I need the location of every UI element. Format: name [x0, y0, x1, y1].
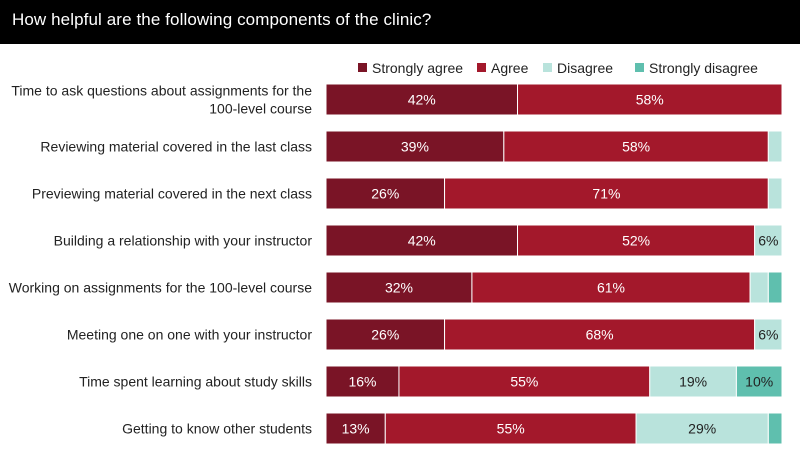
- category-label: 100-level course: [209, 101, 312, 117]
- bar-segment-strongly-agree: [325, 177, 446, 210]
- bar-segment-strongly-agree: [325, 83, 519, 116]
- legend-label-disagree: Disagree: [557, 60, 613, 76]
- category-label: Reviewing material covered in the last c…: [40, 139, 312, 155]
- legend-label-strongly-agree: Strongly agree: [372, 60, 463, 76]
- bar-segment-disagree: [649, 365, 737, 398]
- bar-segment-disagree: [754, 318, 783, 351]
- bar-segment-strongly-disagree: [767, 271, 783, 304]
- bar-segment-disagree: [749, 271, 769, 304]
- data-label: 32%: [385, 280, 413, 296]
- bar-segment-strongly-agree: [325, 412, 386, 445]
- legend-swatch-strongly-agree: [358, 63, 367, 72]
- category-label: Time to ask questions about assignments …: [11, 83, 312, 99]
- category-label: Meeting one on one with your instructor: [67, 327, 312, 343]
- bar-segment-agree: [517, 83, 783, 116]
- data-label: 6%: [758, 327, 778, 343]
- data-label: 13%: [342, 421, 370, 437]
- chart-title: How helpful are the following components…: [12, 10, 432, 29]
- data-label: 16%: [348, 374, 376, 390]
- legend-swatch-strongly-disagree: [635, 63, 644, 72]
- data-label: 39%: [401, 139, 429, 155]
- data-label: 71%: [592, 186, 620, 202]
- bar-segment-strongly-agree: [325, 271, 473, 304]
- data-label: 6%: [758, 233, 778, 249]
- data-label: 29%: [688, 421, 716, 437]
- data-label: 10%: [745, 374, 773, 390]
- legend-swatch-agree: [477, 63, 486, 72]
- bar-segment-disagree: [635, 412, 769, 445]
- data-label: 52%: [622, 233, 650, 249]
- data-label: 55%: [510, 374, 538, 390]
- legend-label-agree: Agree: [491, 60, 529, 76]
- bar-segment-disagree: [767, 130, 783, 163]
- category-label: Previewing material covered in the next …: [32, 186, 312, 202]
- category-label: Building a relationship with your instru…: [54, 233, 313, 249]
- category-label: Time spent learning about study skills: [79, 374, 312, 390]
- data-label: 42%: [408, 92, 436, 108]
- data-label: 68%: [586, 327, 614, 343]
- category-label: Working on assignments for the 100-level…: [9, 280, 312, 296]
- legend-label-strongly-disagree: Strongly disagree: [649, 60, 758, 76]
- data-label: 58%: [622, 139, 650, 155]
- bar-segment-agree: [444, 177, 769, 210]
- category-label: Getting to know other students: [122, 421, 312, 437]
- bar-segment-strongly-disagree: [735, 365, 783, 398]
- data-label: 19%: [679, 374, 707, 390]
- bar-segment-disagree: [767, 177, 783, 210]
- data-label: 26%: [371, 327, 399, 343]
- bar-segment-strongly-agree: [325, 318, 446, 351]
- bar-segment-agree: [384, 412, 637, 445]
- bar-segment-disagree: [754, 224, 783, 257]
- legend-swatch-disagree: [543, 63, 552, 72]
- stacked-bar-chart: Strongly agree Agree Disagree Strongly disa…: [9, 60, 783, 445]
- bar-segment-agree: [398, 365, 651, 398]
- data-label: 55%: [497, 421, 525, 437]
- bar-segment-strongly-agree: [325, 224, 519, 257]
- bar-segment-strongly-agree: [325, 130, 505, 163]
- data-label: 42%: [408, 233, 436, 249]
- data-label: 61%: [597, 280, 625, 296]
- bar-segment-strongly-disagree: [767, 412, 783, 445]
- bar-segment-agree: [444, 318, 756, 351]
- title-bar: How helpful are the following components…: [0, 0, 800, 44]
- bar-segment-agree: [517, 224, 756, 257]
- data-label: 58%: [636, 92, 664, 108]
- data-label: 26%: [371, 186, 399, 202]
